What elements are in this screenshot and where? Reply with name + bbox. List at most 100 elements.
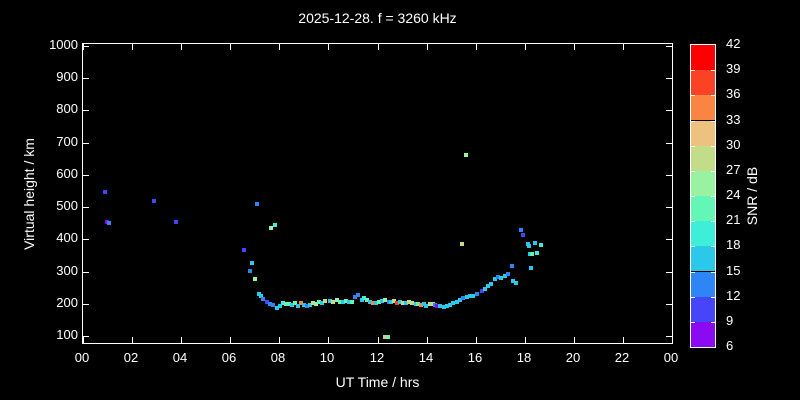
data-point xyxy=(317,299,322,304)
data-point xyxy=(526,241,531,246)
axis-tick xyxy=(666,336,672,337)
colorbar-tick xyxy=(711,322,715,323)
data-point xyxy=(107,220,111,225)
data-point xyxy=(398,299,403,304)
data-point xyxy=(535,250,540,255)
data-point xyxy=(463,153,468,158)
axis-tick xyxy=(83,207,89,208)
colorbar-tick xyxy=(711,196,715,197)
colorbar-band xyxy=(691,321,715,347)
snr-colorbar xyxy=(690,44,716,348)
data-point xyxy=(347,300,352,305)
axis-tick xyxy=(623,337,624,343)
data-point xyxy=(530,252,535,257)
data-point xyxy=(293,301,298,306)
x-tick-label: 00 xyxy=(663,350,679,365)
y-axis-label: Virtual height / km xyxy=(21,138,37,250)
x-tick-label: 22 xyxy=(614,350,630,365)
x-tick-label: 10 xyxy=(319,350,335,365)
x-tick-label: 16 xyxy=(467,350,483,365)
axis-tick xyxy=(83,110,89,111)
data-point xyxy=(444,304,449,309)
axis-tick xyxy=(83,304,89,305)
axis-tick xyxy=(476,44,477,50)
data-point xyxy=(386,300,391,305)
y-tick-label: 700 xyxy=(56,134,78,149)
axis-tick xyxy=(83,336,89,337)
data-point xyxy=(152,198,157,203)
colorbar-label: SNR / dB xyxy=(744,166,760,226)
x-tick-label: 20 xyxy=(565,350,581,365)
axis-tick xyxy=(666,239,672,240)
data-point xyxy=(385,335,390,340)
data-point xyxy=(379,298,384,303)
colorbar-tick xyxy=(691,146,695,147)
data-point xyxy=(461,296,466,301)
axis-tick xyxy=(181,44,182,50)
data-point xyxy=(174,219,179,224)
data-point xyxy=(308,302,312,307)
data-point xyxy=(518,228,523,233)
colorbar-tick xyxy=(691,297,695,298)
colorbar-band xyxy=(691,45,715,71)
x-tick-label: 18 xyxy=(516,350,532,365)
axis-tick xyxy=(83,272,89,273)
data-point xyxy=(252,276,257,281)
colorbar-tick-label: 27 xyxy=(726,161,741,177)
data-point xyxy=(356,292,361,297)
data-point xyxy=(310,300,315,305)
data-point xyxy=(373,300,378,305)
y-tick-label: 900 xyxy=(56,69,78,84)
colorbar-tick-label: 15 xyxy=(726,262,741,278)
colorbar-tick xyxy=(711,171,715,172)
data-point xyxy=(254,201,259,206)
axis-tick xyxy=(476,337,477,343)
data-point xyxy=(468,294,473,299)
data-point xyxy=(401,300,406,305)
data-point xyxy=(430,301,435,306)
colorbar-tick-label: 36 xyxy=(726,86,741,102)
colorbar-tick xyxy=(711,272,715,273)
colorbar-tick-label: 9 xyxy=(726,312,734,328)
data-point xyxy=(365,297,370,302)
data-point xyxy=(322,299,327,304)
colorbar-tick xyxy=(691,322,695,323)
data-point xyxy=(482,286,487,291)
y-tick-label: 600 xyxy=(56,166,78,181)
y-tick-label: 500 xyxy=(56,198,78,213)
colorbar-tick xyxy=(711,297,715,298)
axis-tick xyxy=(672,337,673,343)
colorbar-band xyxy=(691,221,715,247)
data-point xyxy=(331,299,336,304)
data-point xyxy=(474,291,479,296)
axis-tick xyxy=(666,272,672,273)
colorbar-tick xyxy=(691,171,695,172)
colorbar-band xyxy=(691,246,715,272)
colorbar-band xyxy=(691,296,715,322)
data-point xyxy=(496,275,501,280)
axis-tick xyxy=(83,337,84,343)
data-point xyxy=(514,280,519,285)
data-point xyxy=(448,303,453,308)
data-point xyxy=(434,304,439,309)
data-point xyxy=(413,301,418,306)
data-point xyxy=(370,300,375,305)
axis-tick xyxy=(666,207,672,208)
data-point xyxy=(509,264,514,269)
data-point xyxy=(248,268,253,273)
data-point xyxy=(458,297,463,302)
data-point xyxy=(277,303,282,308)
data-point xyxy=(488,281,493,286)
data-point xyxy=(259,294,264,299)
colorbar-tick xyxy=(711,246,715,247)
data-point xyxy=(249,260,254,265)
data-point xyxy=(267,302,272,307)
axis-tick xyxy=(132,337,133,343)
data-point xyxy=(499,276,504,281)
data-point xyxy=(284,302,289,307)
data-point xyxy=(273,223,278,228)
axis-tick xyxy=(378,337,379,343)
data-point xyxy=(419,303,424,308)
colorbar-tick-label: 39 xyxy=(726,61,741,77)
x-axis-label: UT Time / hrs xyxy=(335,374,420,390)
